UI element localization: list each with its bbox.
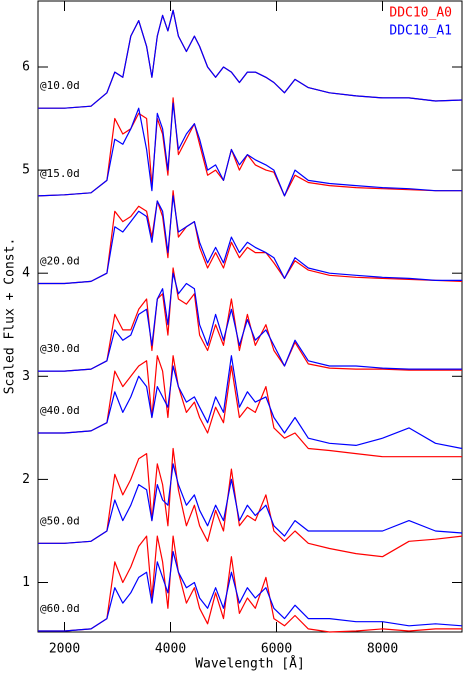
y-axis-label: Scaled Flux + Const.	[3, 238, 18, 395]
spectrum-line	[38, 535, 462, 633]
epoch-label: @50.0d	[40, 514, 80, 527]
y-tick-label: 6	[22, 59, 30, 74]
spectrum-line	[38, 551, 463, 632]
spectrum-line	[38, 463, 463, 544]
x-tick-label: 4000	[155, 642, 186, 657]
x-tick-label: 8000	[367, 642, 398, 657]
y-tick-label: 1	[22, 575, 30, 590]
y-tick-label: 3	[22, 369, 30, 384]
spectrum-line	[38, 9, 463, 109]
x-axis-label: Wavelength [Å]	[195, 656, 305, 672]
spectrum-line	[37, 97, 462, 197]
plot-frame	[37, 0, 463, 633]
epoch-label: @10.0d	[40, 79, 80, 92]
y-tick-label: 2	[22, 472, 30, 487]
legend-entry: DDC10_A0	[389, 6, 452, 21]
x-tick-label: 2000	[49, 642, 80, 657]
epoch-label: @40.0d	[40, 404, 80, 417]
spectrum-line	[38, 447, 463, 558]
spectrum-line	[38, 190, 463, 285]
spectrum-line	[38, 355, 463, 450]
epoch-label: @30.0d	[40, 342, 80, 355]
epoch-label: @15.0d	[40, 167, 80, 180]
epoch-label: @20.0d	[40, 255, 80, 268]
spectrum-line	[38, 195, 462, 285]
epoch-label: @60.0d	[40, 602, 80, 615]
y-tick-label: 4	[22, 266, 30, 281]
spectrum-line	[38, 267, 462, 372]
legend-entry: DDC10_A1	[389, 24, 452, 39]
spectrum-line	[37, 102, 462, 197]
spectrum-line	[38, 272, 462, 372]
y-tick-label: 5	[22, 163, 30, 178]
spectrum-line	[38, 355, 462, 458]
x-tick-label: 6000	[261, 642, 292, 657]
